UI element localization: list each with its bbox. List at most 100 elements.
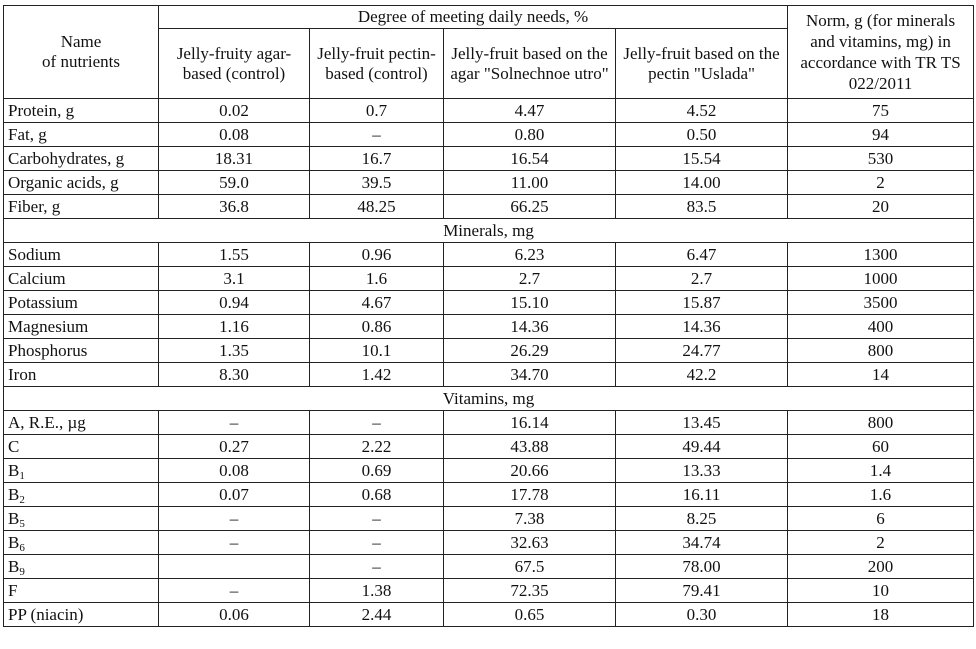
nutrient-name: B2 [3,482,159,507]
section-label: Minerals, mg [2,218,975,243]
table-row: Iron 8.30 1.42 34.70 42.2 14 [3,362,975,387]
norm-cell: 400 [787,314,975,339]
nutrient-name: Fiber, g [3,194,159,219]
value-cell: 16.11 [614,482,789,507]
nutrient-label: PP (niacin) [8,604,84,624]
table-row: B5– –7.38 8.25 6 [3,506,975,531]
norm-cell: 1000 [787,266,975,291]
norm-cell: 94 [787,122,975,147]
value-cell: 17.78 [443,482,616,507]
value-cell: 2.7 [443,266,616,291]
value-cell: 0.65 [443,602,616,627]
table-row: B2 0.07 0.68 17.78 16.11 1.6 [3,482,975,507]
table-row: Sodium 1.55 0.96 6.23 6.47 1300 [3,242,975,267]
table-row: Protein, g 0.02 0.7 4.47 4.52 75 [3,98,975,123]
value-cell: 24.77 [614,338,789,363]
value-cell: 1.35 [158,338,310,363]
table-row: Phosphorus 1.35 10.1 26.29 24.77 800 [3,338,975,363]
nutrient-label: Protein, g [8,100,75,120]
value-cell: 34.70 [443,362,616,387]
value-cell: 66.25 [443,194,616,219]
table-row: Potassium 0.94 4.67 15.10 15.87 3500 [3,290,975,315]
nutrient-name: A, R.E., µg [3,410,159,435]
value-cell: 49.44 [614,434,789,459]
value-cell: 0.50 [614,122,789,147]
value-cell: 59.0 [158,170,310,195]
nutrient-label: C [8,436,20,456]
nutrient-name: B9 [3,554,159,579]
header-col-agar-solnechnoe: Jelly-fruit based on the agar "Solnechno… [443,28,616,99]
table-row: Magnesium 1.16 0.86 14.36 14.36 400 [3,314,975,339]
value-cell: 43.88 [443,434,616,459]
value-cell: – [158,506,310,531]
nutrient-label: B [8,556,20,576]
nutrient-subscript: 6 [19,541,25,554]
value-cell: 7.38 [443,506,616,531]
nutrient-label: Organic acids, g [8,172,119,192]
nutrient-name: PP (niacin) [3,602,159,627]
value-cell: 0.69 [309,458,444,483]
value-cell: 8.25 [614,506,789,531]
header-col-pectin-uslada: Jelly-fruit based on the pectin "Uslada" [614,28,789,99]
value-cell: 14.36 [443,314,616,339]
nutrient-label: Fat, g [8,124,47,144]
table-row: Fiber, g 36.8 48.25 66.25 83.5 20 [3,194,975,219]
norm-cell: 1.6 [787,482,975,507]
nutrient-name: F [3,578,159,603]
nutrient-label: B [8,532,20,552]
norm-cell: 2 [787,170,975,195]
value-cell: 10.1 [309,338,444,363]
norm-cell: 6 [787,506,975,531]
nutrient-name: B1 [3,458,159,483]
nutrient-label: Potassium [8,292,78,312]
nutrient-label: F [8,580,18,600]
nutrient-subscript: 1 [19,469,25,482]
value-cell: 6.47 [614,242,789,267]
norm-cell: 2 [787,530,975,555]
nutrient-label: B [8,484,20,504]
nutrient-name: Sodium [3,242,159,267]
value-cell: – [309,410,444,435]
norm-cell: 10 [787,578,975,603]
value-cell: 1.55 [158,242,310,267]
nutrient-label: Iron [8,364,37,384]
value-cell: 0.7 [309,98,444,123]
nutrient-label: Calcium [8,268,66,288]
norm-cell: 3500 [787,290,975,315]
value-cell: 6.23 [443,242,616,267]
section-row: Minerals, mg [2,218,975,243]
norm-cell: 800 [787,338,975,363]
value-cell: 83.5 [614,194,789,219]
header-degree-of-meeting: Degree of meeting daily needs, % [157,5,789,29]
nutrient-name: Carbohydrates, g [3,146,159,171]
value-cell: 79.41 [614,578,789,603]
nutrient-name: B5 [3,506,159,531]
nutrient-name: Organic acids, g [3,170,159,195]
value-cell: 42.2 [614,362,789,387]
nutrient-name: Phosphorus [3,338,159,363]
value-cell: – [309,506,444,531]
value-cell: 0.02 [158,98,310,123]
norm-cell: 1300 [787,242,975,267]
value-cell: 13.45 [614,410,789,435]
value-cell: 16.14 [443,410,616,435]
value-cell: 0.80 [443,122,616,147]
nutrient-label: Phosphorus [8,340,88,360]
nutrient-name: Protein, g [3,98,159,123]
table-row: Carbohydrates, g 18.31 16.7 16.54 15.54 530 [3,146,975,171]
norm-cell: 200 [787,554,975,579]
norm-cell: 1.4 [787,458,975,483]
value-cell: 0.30 [614,602,789,627]
value-cell: 39.5 [309,170,444,195]
nutrient-subscript: 9 [19,565,25,578]
table-body: Protein, g 0.02 0.7 4.47 4.52 75 Fat, g 0.08–0.… [2,98,975,627]
value-cell: 8.30 [158,362,310,387]
value-cell: 0.68 [309,482,444,507]
value-cell: – [309,122,444,147]
value-cell [158,554,310,579]
value-cell: 2.22 [309,434,444,459]
value-cell: 16.7 [309,146,444,171]
value-cell: 13.33 [614,458,789,483]
value-cell: – [309,554,444,579]
value-cell: – [158,530,310,555]
